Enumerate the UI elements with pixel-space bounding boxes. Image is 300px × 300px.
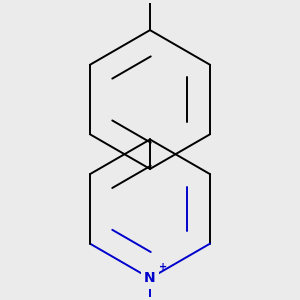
Text: +: + [159, 262, 167, 272]
Text: N: N [144, 271, 156, 285]
